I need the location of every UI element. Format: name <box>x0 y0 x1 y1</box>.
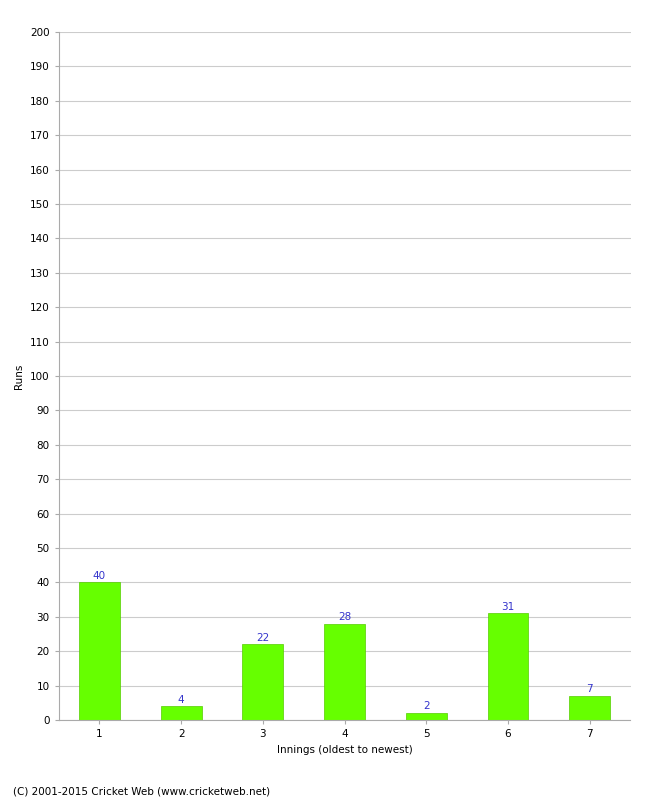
Bar <box>79 582 120 720</box>
Text: 31: 31 <box>501 602 515 612</box>
Bar <box>406 713 447 720</box>
Bar <box>569 696 610 720</box>
Bar <box>324 624 365 720</box>
Text: 22: 22 <box>256 633 269 642</box>
Text: (C) 2001-2015 Cricket Web (www.cricketweb.net): (C) 2001-2015 Cricket Web (www.cricketwe… <box>13 786 270 796</box>
Text: 7: 7 <box>586 684 593 694</box>
Bar <box>161 706 202 720</box>
Text: 40: 40 <box>93 570 106 581</box>
Text: 28: 28 <box>338 612 351 622</box>
Text: 4: 4 <box>177 694 185 705</box>
Y-axis label: Runs: Runs <box>14 363 24 389</box>
Bar <box>488 614 528 720</box>
Bar <box>242 644 283 720</box>
X-axis label: Innings (oldest to newest): Innings (oldest to newest) <box>277 745 412 754</box>
Text: 2: 2 <box>423 702 430 711</box>
